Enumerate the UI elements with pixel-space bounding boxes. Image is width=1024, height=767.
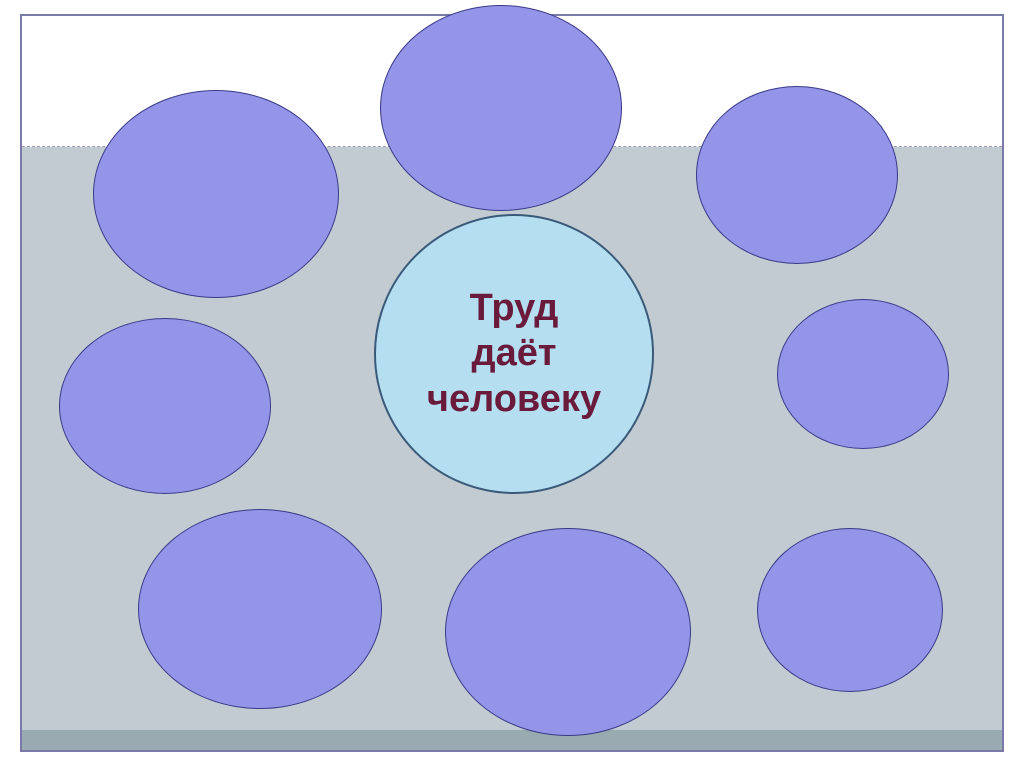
petal-ellipse <box>777 299 949 449</box>
center-text: Труд даёт человеку <box>427 286 601 423</box>
petal-ellipse <box>696 86 898 264</box>
petal-ellipse <box>757 528 943 692</box>
petal-ellipse <box>445 528 691 736</box>
slide-outer: Труд даёт человеку <box>0 0 1024 767</box>
center-circle: Труд даёт человеку <box>374 214 654 494</box>
footer-band <box>22 730 1002 750</box>
petal-ellipse <box>380 5 622 211</box>
slide-frame: Труд даёт человеку <box>20 14 1004 752</box>
petal-ellipse <box>59 318 271 494</box>
petal-ellipse <box>138 509 382 709</box>
petal-ellipse <box>93 90 339 298</box>
